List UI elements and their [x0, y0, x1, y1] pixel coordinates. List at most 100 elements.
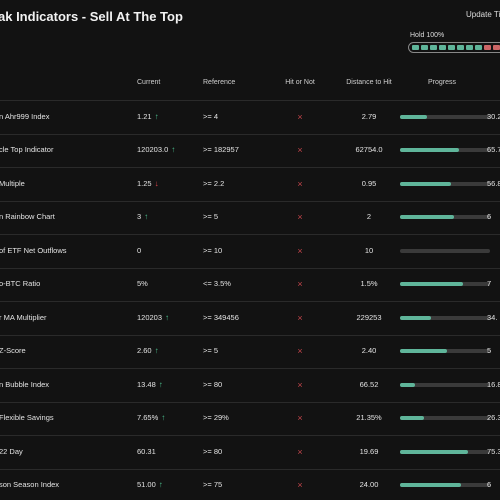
- distance-value: 10: [364, 245, 374, 255]
- progress-track: [400, 416, 490, 421]
- current-text: 0: [137, 245, 142, 255]
- current-text: 1.21: [137, 111, 152, 121]
- current-text: 3: [137, 212, 142, 222]
- reference-value: >= 349456: [203, 312, 239, 322]
- progress-label: 75.3: [487, 446, 500, 456]
- progress-label: 56.8: [487, 178, 500, 188]
- current-value: 120203 ↑: [137, 313, 169, 323]
- distance-value: 229253: [356, 312, 382, 322]
- reference-value: >= 5: [203, 346, 219, 356]
- column-header: Distance to Hit: [346, 79, 392, 86]
- progress-label: 30.2: [487, 111, 500, 121]
- trend-arrow: ↑: [144, 212, 149, 222]
- row-divider: [0, 334, 500, 336]
- row-divider: [0, 468, 500, 470]
- progress-track: [400, 248, 490, 253]
- row-divider: [0, 267, 500, 269]
- current-text: 13.48: [137, 379, 156, 389]
- current-text: 60.31: [137, 446, 156, 456]
- reference-value: <= 3.5%: [203, 279, 231, 289]
- row-divider: [0, 200, 500, 202]
- indicator-name: r MA Multiplier: [0, 312, 47, 322]
- reference-value: >= 2.2: [203, 178, 225, 188]
- trend-arrow: ↓: [154, 178, 159, 188]
- current-text: 51.00: [137, 480, 156, 490]
- trend-arrow: ↑: [165, 312, 170, 322]
- progress-label: 16.8: [487, 379, 500, 389]
- row-divider: [0, 368, 500, 369]
- current-text: 120203.0: [137, 145, 169, 155]
- reference-value: >= 80: [203, 446, 223, 456]
- row-divider: [0, 167, 500, 168]
- current-value: 2.60 ↑: [137, 346, 159, 356]
- indicator-name: n Rainbow Chart: [0, 212, 55, 222]
- progress-track: [400, 382, 490, 387]
- column-header: Progress: [427, 79, 457, 86]
- trend-arrow: ↑: [158, 379, 163, 389]
- progress-label: 34.: [487, 312, 498, 322]
- trend-arrow: ↑: [171, 145, 176, 155]
- progress-fill: [400, 483, 462, 488]
- reference-value: >= 4: [203, 111, 219, 121]
- current-value: 13.48 ↑: [137, 380, 163, 390]
- progress-fill: [400, 282, 463, 287]
- reference-value: >= 29%: [203, 413, 229, 423]
- indicator-name: Z-Score: [0, 346, 26, 356]
- hit-status: ×: [297, 145, 303, 156]
- hold-bar-frame: [408, 42, 500, 53]
- reference-value: >= 80: [203, 379, 223, 389]
- reference-value: >= 75: [203, 480, 223, 490]
- current-text: 1.25: [137, 178, 152, 188]
- row-divider: [0, 435, 500, 436]
- distance-value: 0.95: [361, 178, 377, 188]
- hit-status: ×: [297, 480, 303, 491]
- hold-segments-red: [484, 45, 500, 50]
- hit-status: ×: [297, 346, 303, 357]
- header-divider: [0, 100, 500, 101]
- indicator-name: 22 Day: [0, 446, 23, 456]
- progress-fill: [400, 449, 468, 454]
- hit-status: ×: [297, 212, 303, 223]
- indicator-name: cle Top Indicator: [0, 145, 54, 155]
- update-time: Update Ti: [466, 10, 500, 19]
- progress-label: 26.3: [487, 413, 500, 423]
- current-text: 2.60: [137, 346, 152, 356]
- hold-segments: [412, 45, 482, 50]
- progress-fill: [400, 114, 428, 119]
- hit-status: ×: [297, 312, 303, 323]
- current-value: 7.65% ↑: [137, 413, 165, 423]
- row-divider: [0, 301, 500, 302]
- progress-label: 65.7: [487, 145, 500, 155]
- current-text: 7.65%: [137, 413, 159, 423]
- indicator-name: o-BTC Ratio: [0, 279, 41, 289]
- reference-value: >= 5: [203, 212, 219, 222]
- progress-fill: [400, 382, 416, 387]
- indicator-name: n Ahr999 Index: [0, 111, 50, 121]
- current-value: 1.25 ↓: [137, 179, 159, 189]
- progress-fill: [400, 148, 460, 153]
- current-value: 60.31: [137, 447, 156, 457]
- progress-label: 7: [487, 279, 492, 289]
- column-header: Current: [137, 79, 161, 86]
- hit-status: ×: [297, 279, 303, 290]
- current-text: 120203: [137, 312, 163, 322]
- hit-status: ×: [297, 413, 303, 424]
- progress-fill: [400, 416, 424, 421]
- progress-track: [400, 114, 490, 119]
- hold-label: Hold 100%: [410, 32, 445, 39]
- current-value: 5%: [137, 279, 148, 289]
- indicator-name: Multiple: [0, 178, 25, 188]
- progress-fill: [400, 215, 454, 220]
- hit-status: ×: [297, 178, 303, 189]
- progress-label: 6: [487, 212, 492, 222]
- distance-value: 24.00: [359, 480, 379, 490]
- row-divider: [0, 234, 500, 235]
- current-text: 5%: [137, 279, 148, 289]
- indicator-name: of ETF Net Outflows: [0, 245, 67, 255]
- progress-label: 5: [487, 346, 492, 356]
- current-value: 0: [137, 246, 141, 256]
- distance-value: 1.5%: [360, 279, 378, 289]
- row-divider: [0, 133, 500, 135]
- distance-value: 19.69: [359, 446, 379, 456]
